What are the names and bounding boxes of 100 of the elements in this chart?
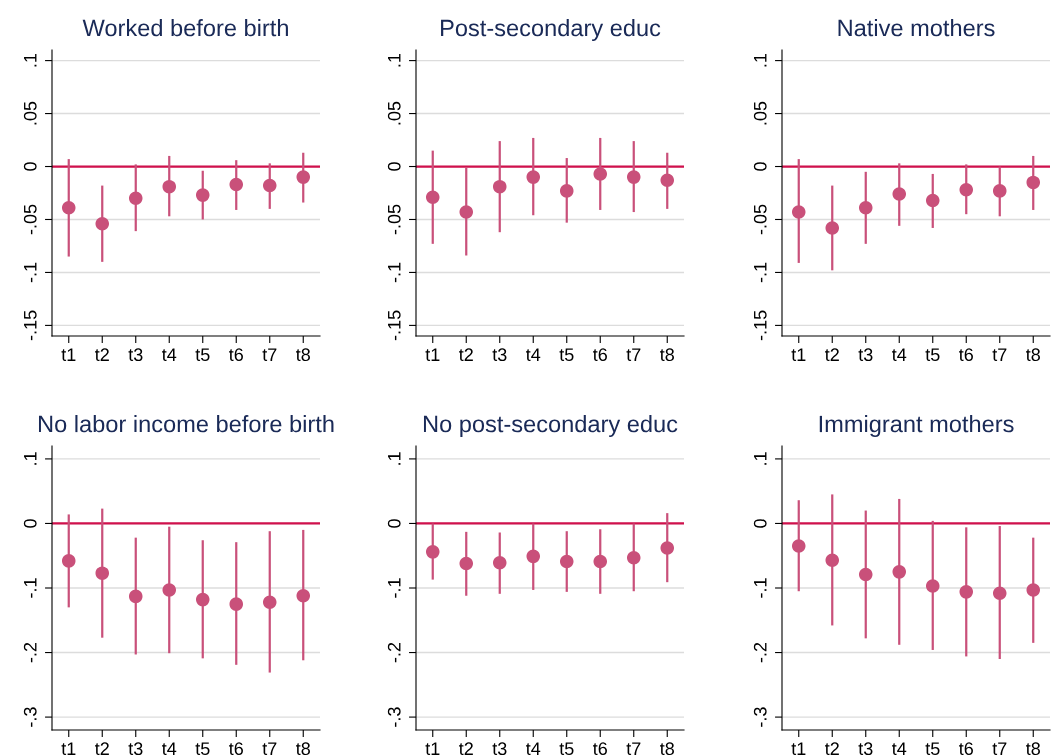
y-tick-label: .1: [754, 53, 767, 67]
x-tick-label: t7: [626, 348, 641, 362]
x-tick-label: t1: [61, 348, 76, 362]
y-tick-label: -.2: [23, 642, 37, 663]
point: [195, 188, 210, 202]
y-tick-label: 0: [753, 162, 767, 171]
point: [459, 556, 474, 571]
x-tick-label: t3: [492, 348, 507, 362]
y-tick-label: 0: [23, 162, 37, 171]
x-tick-label: t3: [128, 348, 143, 362]
point: [128, 191, 143, 206]
x-tick-label: t1: [791, 348, 806, 362]
x-tick-label: t7: [992, 348, 1007, 362]
chart-title: No post-secondary educ: [423, 415, 678, 438]
x-tick-label: t4: [162, 742, 177, 756]
point: [162, 179, 177, 194]
x-tick-label: t2: [95, 348, 109, 362]
point: [459, 205, 474, 219]
x-tick-label: t4: [162, 348, 177, 362]
x-tick-label: t2: [459, 348, 473, 362]
point: [262, 595, 277, 609]
x-tick-label: t1: [425, 742, 440, 756]
point: [626, 550, 641, 565]
y-tick-label: 0: [387, 162, 401, 171]
chart-title: No labor income before birth: [38, 415, 334, 433]
chart-title: Native mothers: [838, 19, 995, 37]
x-tick-label: t4: [892, 348, 907, 362]
x-tick-label: t2: [825, 742, 839, 756]
point: [791, 205, 806, 219]
point: [660, 541, 675, 555]
y-tick-label: .05: [753, 101, 767, 125]
x-tick-label: t7: [992, 742, 1007, 756]
y-tick-label: -.05: [753, 204, 767, 235]
x-tick-label: t5: [925, 348, 940, 362]
y-tick-label: -.2: [753, 642, 767, 663]
x-tick-label: t3: [492, 742, 507, 756]
x-tick-label: t8: [1026, 348, 1040, 362]
point: [825, 221, 840, 235]
point: [593, 167, 608, 181]
point: [195, 592, 210, 607]
point: [1026, 175, 1041, 190]
x-tick-label: t7: [262, 348, 277, 362]
y-tick-label: .1: [388, 53, 401, 67]
point: [992, 184, 1007, 198]
y-tick-label: -.3: [387, 707, 401, 727]
y-tick-label: -.15: [754, 310, 767, 341]
y-tick-label: .05: [387, 101, 401, 125]
x-tick-label: t4: [526, 742, 541, 756]
y-tick-label: -.2: [387, 642, 401, 663]
y-tick-label: 0: [23, 519, 37, 528]
point: [559, 554, 574, 569]
point: [559, 184, 574, 198]
point: [95, 216, 110, 231]
point: [593, 554, 608, 569]
point: [229, 177, 244, 192]
y-tick-label: -.3: [23, 707, 37, 727]
point: [959, 183, 974, 197]
x-tick-label: t7: [626, 742, 641, 756]
point: [992, 586, 1007, 600]
x-tick-label: t6: [593, 742, 607, 756]
y-tick-label: 0: [387, 519, 401, 528]
x-tick-label: t1: [425, 348, 440, 362]
x-tick-label: t6: [229, 742, 243, 756]
y-tick-label: -.15: [388, 310, 401, 341]
y-tick-label: 0: [753, 519, 767, 528]
point: [262, 178, 277, 193]
point: [162, 583, 177, 597]
x-tick-label: t8: [660, 742, 674, 756]
point: [492, 179, 507, 194]
x-tick-label: t1: [791, 742, 806, 756]
y-tick-label: -.05: [23, 204, 37, 235]
point: [425, 190, 440, 205]
point: [660, 173, 675, 188]
x-tick-label: t5: [559, 742, 574, 756]
point: [229, 597, 244, 611]
x-tick-label: t3: [858, 348, 873, 362]
y-tick-label: -.15: [24, 310, 37, 341]
x-tick-label: t3: [128, 742, 143, 756]
x-tick-label: t2: [459, 742, 473, 756]
x-tick-label: t7: [262, 742, 277, 756]
point: [296, 170, 311, 184]
point: [825, 553, 840, 568]
point: [791, 539, 806, 553]
x-tick-label: t5: [195, 742, 210, 756]
point: [128, 589, 143, 604]
y-tick-label: -.1: [754, 578, 767, 598]
chart-title: Worked before birth: [82, 19, 288, 37]
point: [61, 554, 76, 568]
point: [425, 545, 440, 559]
y-tick-label: -.3: [753, 707, 767, 727]
point: [61, 201, 76, 215]
y-tick-label: -.1: [388, 262, 401, 283]
x-tick-label: t5: [925, 742, 940, 756]
x-tick-label: t6: [959, 742, 973, 756]
point: [526, 549, 541, 564]
x-tick-label: t3: [858, 742, 873, 756]
point: [858, 567, 873, 582]
x-tick-label: t8: [296, 348, 310, 362]
y-tick-label: -.05: [387, 204, 401, 235]
point: [1026, 583, 1041, 597]
